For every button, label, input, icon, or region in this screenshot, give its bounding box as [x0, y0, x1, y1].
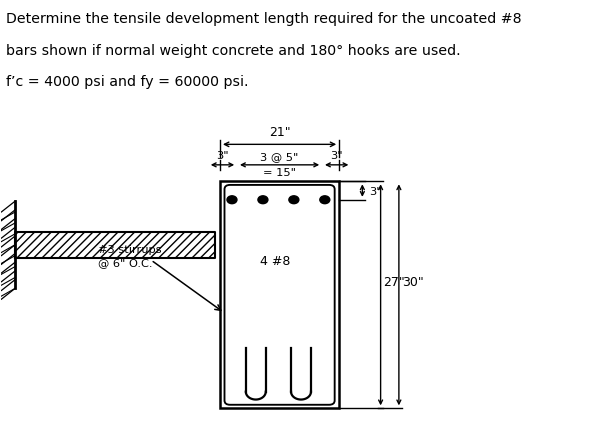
Text: 30": 30" [402, 276, 424, 289]
Text: 3": 3" [369, 186, 382, 196]
Text: Determine the tensile development length required for the uncoated #8: Determine the tensile development length… [6, 12, 521, 26]
Text: 3": 3" [330, 151, 343, 161]
Text: 21": 21" [269, 126, 290, 139]
Bar [15, 232, 215, 258]
Text: bars shown if normal weight concrete and 180° hooks are used.: bars shown if normal weight concrete and… [6, 44, 461, 57]
Circle shape [227, 196, 237, 204]
Circle shape [258, 196, 268, 204]
Text: #3 stirrups
@ 6" O.C.: #3 stirrups @ 6" O.C. [98, 244, 162, 268]
Text: f’c = 4000 psi and fy = 60000 psi.: f’c = 4000 psi and fy = 60000 psi. [6, 75, 248, 89]
Text: 3": 3" [216, 151, 229, 161]
Text: = 15": = 15" [263, 167, 296, 177]
Text: 3 @ 5": 3 @ 5" [261, 152, 299, 162]
Bar [220, 182, 339, 408]
Circle shape [320, 196, 330, 204]
Text: 4 #8: 4 #8 [259, 255, 290, 268]
Circle shape [289, 196, 299, 204]
Text: 27": 27" [384, 276, 405, 289]
